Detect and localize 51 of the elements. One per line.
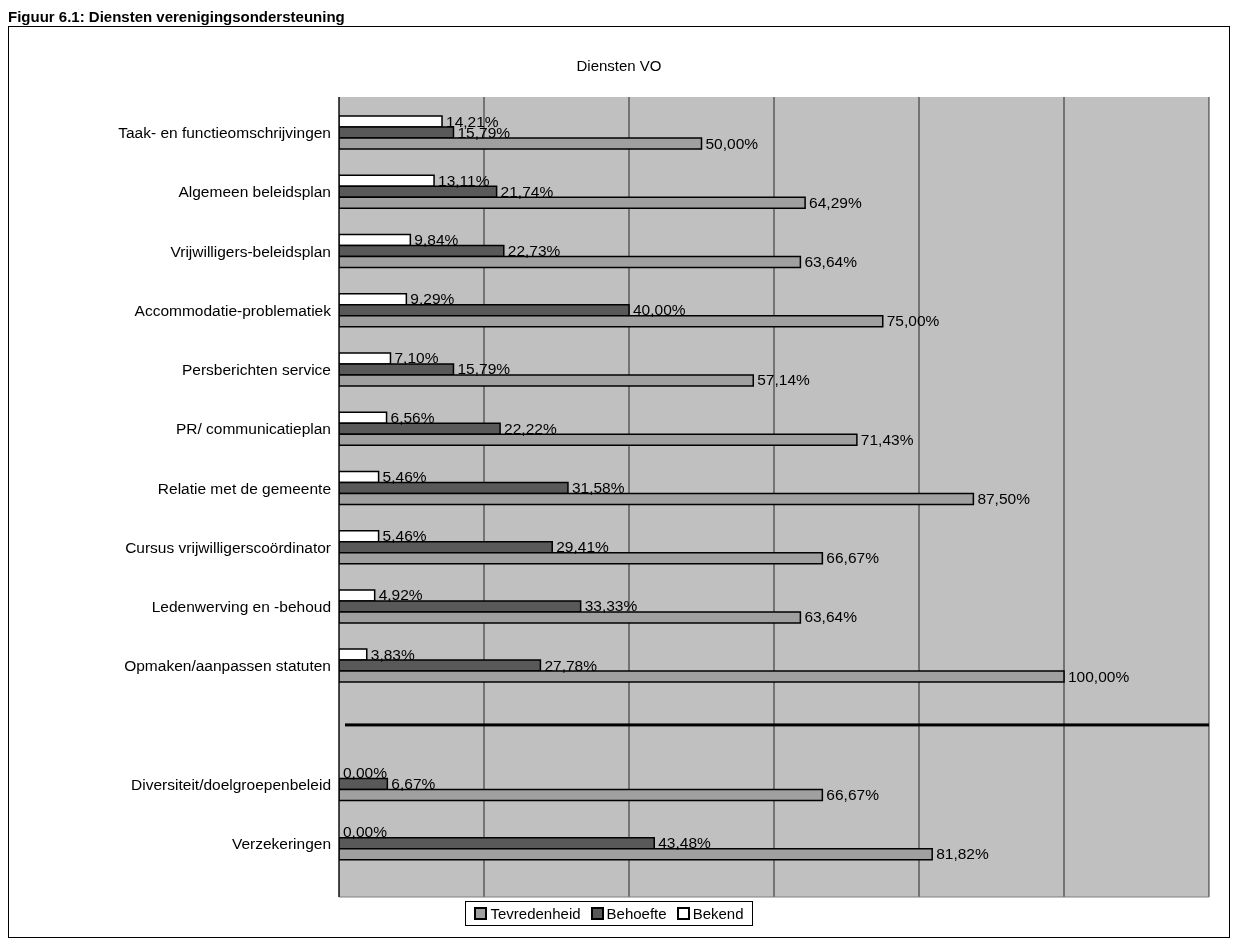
- data-label: 81,82%: [936, 845, 989, 863]
- text: Figuur 6.1: Diensten verenigingsondersteuning: [8, 8, 346, 26]
- data-label: 33,33%: [584, 597, 638, 615]
- data-label: 6,56%: [390, 408, 435, 426]
- data-label: 50,00%: [705, 134, 759, 152]
- data-label: 29,41%: [556, 538, 610, 556]
- data-label: 71,43%: [860, 430, 914, 448]
- y-tick-label: Verzekeringen: [231, 834, 331, 852]
- data-label: 66,67%: [826, 549, 880, 567]
- data-label: 5,46%: [382, 527, 427, 545]
- data-label: 66,67%: [826, 786, 880, 804]
- data-label: 64,29%: [809, 193, 862, 211]
- legend-label: Bekend: [691, 905, 744, 922]
- data-label: 13,11%: [438, 171, 490, 189]
- data-label: 57,14%: [757, 371, 811, 389]
- y-tick-label: Vrijwilligers-beleidsplan: [170, 242, 331, 260]
- data-label: 9,84%: [414, 230, 459, 248]
- data-label: 87,50%: [977, 489, 1031, 507]
- y-tick-label: Persberichten service: [181, 361, 331, 379]
- data-label: 22,73%: [507, 241, 561, 259]
- data-label: 4,92%: [378, 586, 423, 604]
- y-tick-label: Accommodatie-problematiek: [134, 301, 332, 319]
- data-label: 31,58%: [571, 478, 625, 496]
- data-label: 40,00%: [633, 301, 686, 319]
- y-tick-label: Ledenwerving en -behoud: [151, 597, 331, 615]
- data-label: 15,79%: [457, 360, 511, 378]
- data-label: 63,64%: [804, 252, 858, 270]
- y-tick-label: Opmaken/aanpassen statuten: [124, 657, 331, 675]
- data-label: 7,10%: [394, 349, 439, 367]
- legend-label: Behoefte: [605, 905, 667, 922]
- data-label: 75,00%: [886, 312, 940, 330]
- y-tick-label: Diversiteit/doelgroepenbeleid: [131, 775, 331, 793]
- data-label: 21,74%: [500, 182, 554, 200]
- data-label: 0,00%: [343, 764, 388, 782]
- y-tick-label: Cursus vrijwilligerscoördinator: [125, 538, 331, 556]
- data-label: 27,78%: [544, 656, 598, 674]
- data-label: 6,67%: [391, 775, 436, 793]
- chart-title: Diensten VO: [575, 56, 663, 76]
- data-label: 9,29%: [410, 290, 455, 308]
- data-label: 100,00%: [1068, 667, 1130, 685]
- data-label: 0,00%: [343, 823, 388, 841]
- legend-label: Tevredenheid: [489, 905, 581, 922]
- y-tick-label: Algemeen beleidsplan: [178, 183, 331, 201]
- data-label: 5,46%: [382, 467, 427, 485]
- y-tick-label: PR/ communicatieplan: [175, 420, 331, 438]
- data-label: 63,64%: [804, 608, 858, 626]
- y-tick-label: Relatie met de gemeente: [157, 479, 331, 497]
- y-tick-label: Taak- en functieomschrijvingen: [118, 124, 331, 142]
- data-label: 43,48%: [658, 834, 712, 852]
- data-label: 22,22%: [504, 419, 557, 437]
- data-label: 3,83%: [370, 645, 415, 663]
